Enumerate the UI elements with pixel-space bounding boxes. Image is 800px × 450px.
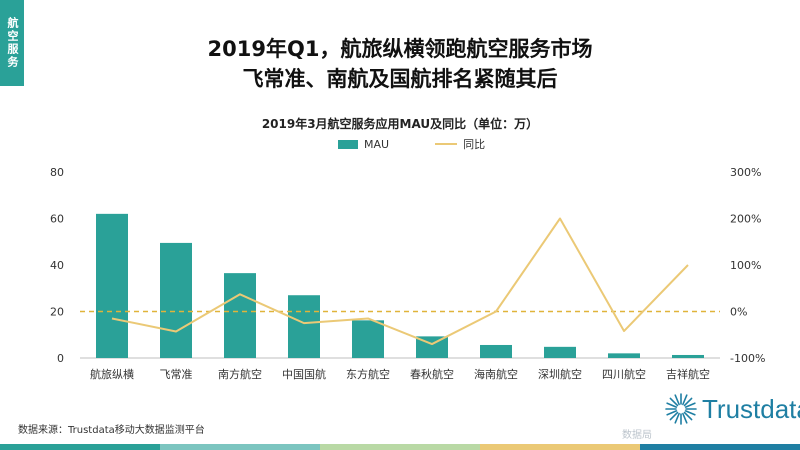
legend-item-yoy: 同比	[435, 136, 485, 152]
brand-logo: Trustdata	[664, 392, 800, 426]
category-label: 中国国航	[282, 367, 326, 381]
left-tick-label: 20	[50, 306, 64, 319]
category-label: 四川航空	[602, 367, 646, 381]
bar	[160, 242, 192, 358]
bar	[288, 295, 320, 358]
bar	[608, 353, 640, 358]
bar	[96, 213, 128, 358]
legend-label-mau: MAU	[364, 137, 390, 151]
legend-swatch-bar	[338, 139, 358, 149]
category-label: 深圳航空	[538, 367, 582, 381]
bottom-color-strip	[0, 444, 800, 450]
category-label: 南方航空	[218, 367, 262, 381]
right-tick-label: 300%	[730, 166, 761, 179]
watermark-text: 数据局	[622, 430, 652, 441]
bar	[480, 344, 512, 358]
chart-title: 2019年3月航空服务应用MAU及同比（单位：万）	[261, 117, 539, 131]
category-label: 航旅纵横	[90, 367, 134, 381]
bar	[672, 354, 704, 358]
left-tick-label: 0	[57, 352, 64, 365]
bar	[544, 346, 576, 358]
trustdata-burst-icon	[665, 393, 697, 425]
category-label: 春秋航空	[410, 367, 454, 381]
page-title: 2019年Q1，航旅纵横领跑航空服务市场	[207, 37, 593, 61]
left-tick-label: 60	[50, 213, 64, 226]
right-tick-label: 0%	[730, 306, 747, 319]
section-tab: 航空服务	[0, 0, 24, 86]
source-note: 数据来源：Trustdata移动大数据监测平台	[18, 425, 205, 436]
category-label: 东方航空	[346, 367, 390, 381]
bar	[224, 273, 256, 358]
right-tick-label: 100%	[730, 259, 761, 272]
logo-text: Trustdata	[702, 393, 800, 424]
left-tick-label: 40	[50, 259, 64, 272]
yoy-line	[111, 217, 689, 346]
legend-label-yoy: 同比	[463, 138, 486, 151]
category-label: 飞常准	[160, 368, 193, 381]
category-label: 海南航空	[474, 367, 518, 381]
category-label: 吉祥航空	[666, 367, 710, 381]
bar	[352, 320, 384, 358]
page-subtitle: 飞常准、南航及国航排名紧随其后	[242, 67, 558, 91]
chart-legend: MAU 同比	[338, 137, 485, 151]
left-tick-label: 80	[50, 166, 64, 179]
right-tick-label: 200%	[730, 213, 761, 226]
legend-swatch-line	[435, 143, 458, 145]
legend-item-mau: MAU	[338, 138, 389, 151]
right-tick-label: -100%	[730, 352, 765, 365]
